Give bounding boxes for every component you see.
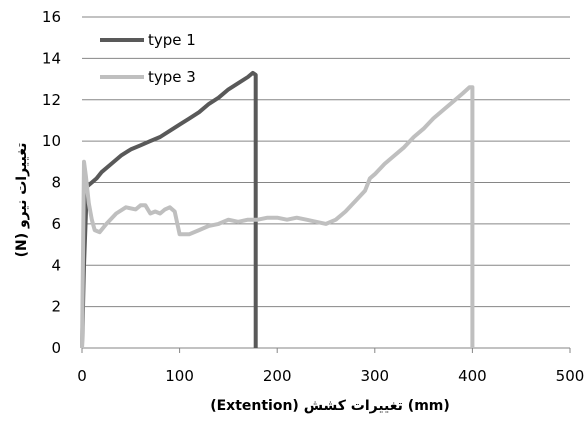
x-tick-label: 200 bbox=[263, 367, 292, 385]
y-tick-label: 16 bbox=[42, 8, 61, 26]
y-tick-label: 8 bbox=[51, 174, 61, 192]
y-tick-label: 6 bbox=[51, 215, 61, 233]
x-axis-title: (Extention) تغییرات کشش (mm) bbox=[210, 398, 450, 414]
x-tick-label: 100 bbox=[165, 367, 194, 385]
y-tick-label: 2 bbox=[51, 298, 61, 316]
y-tick-label: 14 bbox=[42, 49, 61, 67]
series-layer bbox=[80, 70, 475, 349]
y-tick-label: 0 bbox=[51, 339, 61, 357]
series-line-type-1 bbox=[80, 70, 258, 349]
y-tick-label: 4 bbox=[51, 256, 61, 274]
legend: type 1 type 3 bbox=[100, 31, 196, 86]
x-tick-label: 400 bbox=[458, 367, 487, 385]
grid-layer bbox=[82, 16, 570, 308]
legend-label: type 1 bbox=[148, 31, 196, 49]
series-line-type-3 bbox=[80, 85, 475, 349]
x-tick-label: 500 bbox=[556, 367, 585, 385]
legend-label: type 3 bbox=[148, 68, 196, 86]
x-tick-label: 300 bbox=[360, 367, 389, 385]
axis-layer: 0 2 4 6 8 10 12 14 16 0 100 200 300 400 500 bbox=[42, 8, 584, 385]
y-tick-label: 10 bbox=[42, 132, 61, 150]
x-tick-label: 0 bbox=[77, 367, 87, 385]
y-tick-label: 12 bbox=[42, 91, 61, 109]
y-axis-title: (N) تغییرات نیرو bbox=[14, 143, 30, 258]
